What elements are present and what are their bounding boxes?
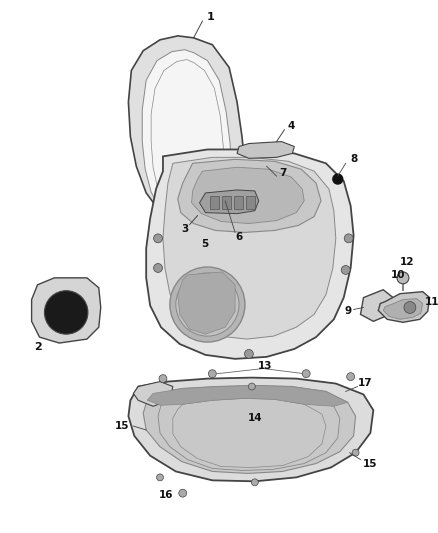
Polygon shape <box>163 157 336 339</box>
Polygon shape <box>178 159 321 232</box>
Circle shape <box>156 474 163 481</box>
Text: 5: 5 <box>201 239 208 249</box>
Polygon shape <box>32 278 101 343</box>
Polygon shape <box>378 292 430 322</box>
Circle shape <box>352 449 359 456</box>
Circle shape <box>397 272 409 284</box>
Bar <box>210 196 219 209</box>
Circle shape <box>208 370 216 377</box>
Polygon shape <box>142 50 231 223</box>
Circle shape <box>44 290 88 334</box>
Text: 4: 4 <box>288 121 295 131</box>
Polygon shape <box>360 290 393 321</box>
Polygon shape <box>128 36 245 232</box>
Text: 11: 11 <box>424 296 438 306</box>
Polygon shape <box>191 167 304 223</box>
Bar <box>246 196 255 209</box>
Bar <box>234 196 243 209</box>
Text: 14: 14 <box>247 413 262 423</box>
Circle shape <box>404 302 416 313</box>
Circle shape <box>251 479 258 486</box>
Circle shape <box>170 267 245 342</box>
Circle shape <box>344 234 353 243</box>
Circle shape <box>248 383 255 390</box>
Text: 3: 3 <box>181 224 188 235</box>
Polygon shape <box>178 272 235 334</box>
Text: 13: 13 <box>258 361 272 371</box>
Polygon shape <box>237 142 294 158</box>
Polygon shape <box>147 385 348 406</box>
Text: 2: 2 <box>34 342 42 352</box>
Text: 12: 12 <box>400 257 414 267</box>
Circle shape <box>159 375 167 383</box>
Text: 17: 17 <box>358 377 373 387</box>
Polygon shape <box>133 382 173 406</box>
Circle shape <box>333 174 343 184</box>
Text: 7: 7 <box>279 168 286 178</box>
Text: 1: 1 <box>206 12 214 22</box>
Polygon shape <box>143 385 356 473</box>
Circle shape <box>302 370 310 377</box>
Circle shape <box>244 350 253 358</box>
Text: 10: 10 <box>391 270 405 280</box>
Text: 6: 6 <box>235 232 243 243</box>
Circle shape <box>341 265 350 274</box>
Circle shape <box>154 263 162 272</box>
Circle shape <box>347 373 355 381</box>
Circle shape <box>154 234 162 243</box>
Polygon shape <box>128 377 373 481</box>
Circle shape <box>176 273 239 336</box>
Text: 15: 15 <box>363 458 378 469</box>
Circle shape <box>179 489 187 497</box>
Polygon shape <box>200 190 259 214</box>
Bar <box>222 196 231 209</box>
Text: 8: 8 <box>350 155 357 164</box>
Polygon shape <box>383 298 423 319</box>
Polygon shape <box>146 149 353 359</box>
Text: 16: 16 <box>159 490 173 500</box>
Text: 9: 9 <box>344 306 351 317</box>
Text: 15: 15 <box>115 421 130 431</box>
